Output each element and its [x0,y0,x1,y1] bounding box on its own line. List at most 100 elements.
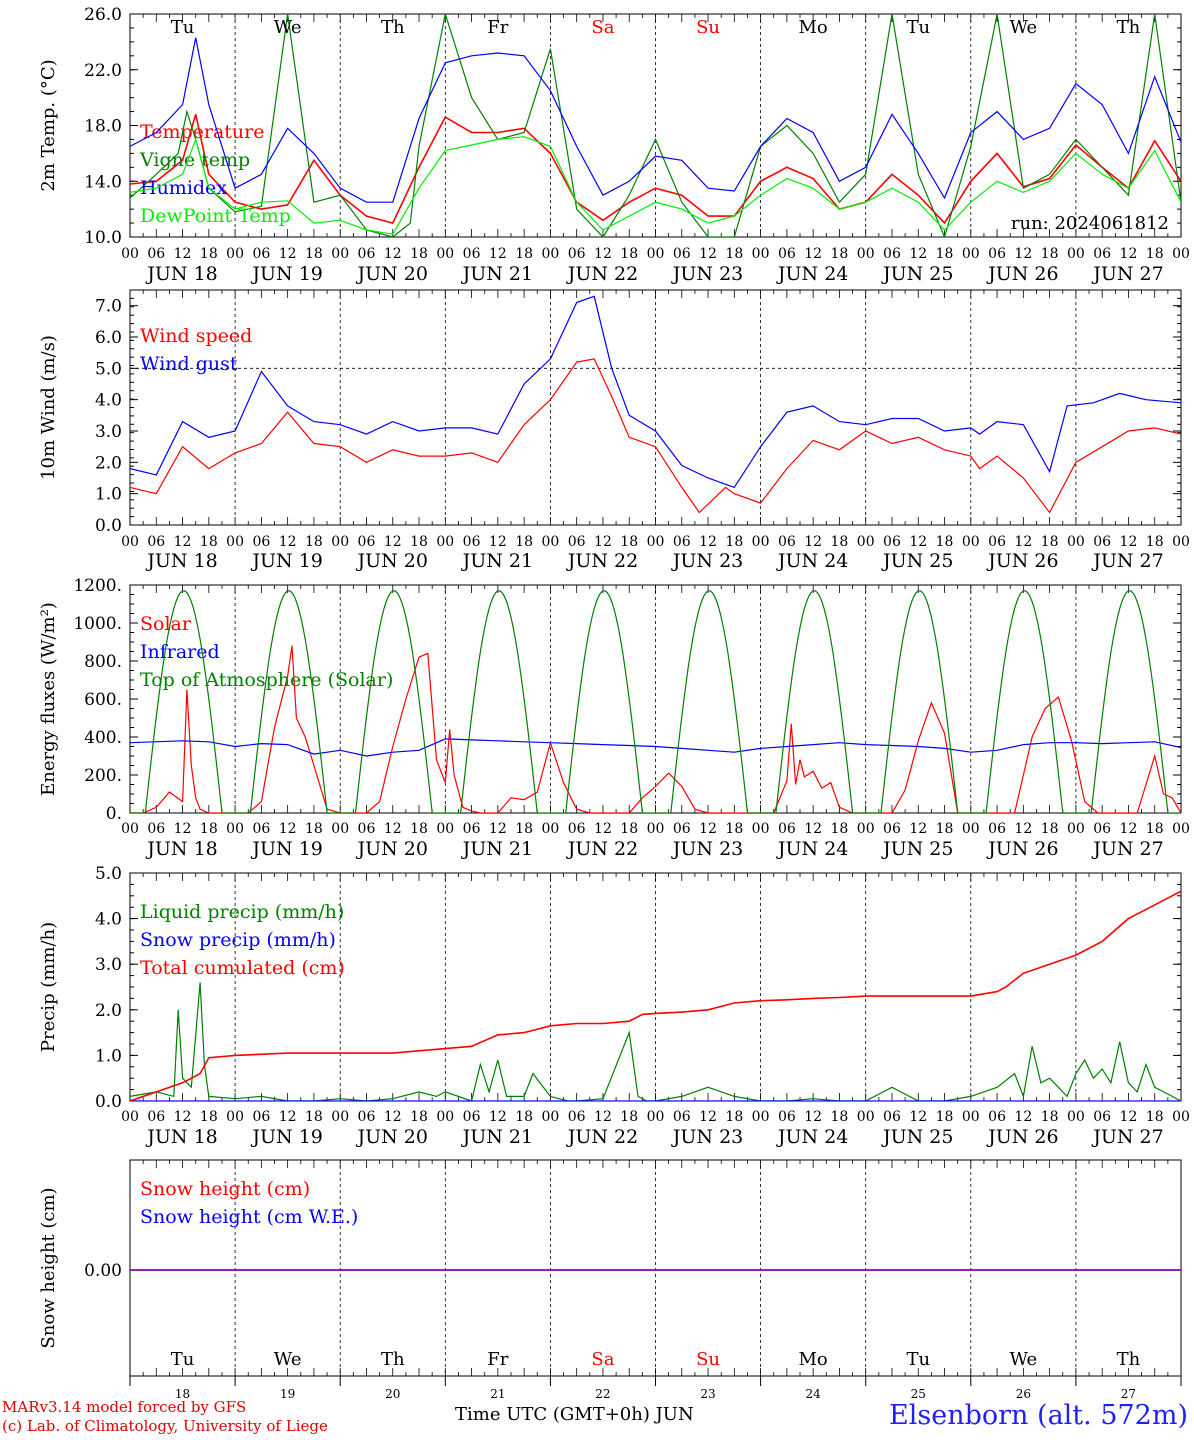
hour-tick-label: 12 [489,246,507,262]
date-label: JUN 21 [461,838,533,860]
footer-credits: MARv3.14 model forced by GFS (c) Lab. of… [2,1398,328,1436]
hour-tick-label: 06 [358,246,376,262]
y-tick-label: 26.0 [84,5,122,25]
hour-tick-label: 00 [962,246,980,262]
hour-tick-label: 06 [673,1109,691,1125]
weekday-label-bottom: We [1010,1349,1038,1370]
hour-tick-label: 18 [1146,821,1164,837]
legend-entry: Wind speed [140,325,252,347]
hour-tick-label: 12 [1014,534,1032,550]
y-tick-label: 3.0 [95,422,122,442]
date-label: JUN 18 [145,263,217,285]
hour-tick-label: 18 [725,821,743,837]
hour-tick-label: 06 [883,821,901,837]
hour-tick-label: 00 [1172,1109,1190,1125]
legend-entry: Vigne temp [139,149,250,171]
date-label: JUN 22 [566,1126,638,1148]
y-tick-label: 14.0 [84,172,122,192]
date-label: JUN 19 [250,1126,322,1148]
station-name: Elsenborn (alt. 572m) [889,1400,1188,1431]
hour-tick-label: 18 [200,534,218,550]
hour-tick-label: 00 [541,246,559,262]
day-number-label: 18 [175,1387,190,1401]
hour-tick-label: 18 [305,246,323,262]
hour-tick-label: 12 [384,534,402,550]
hour-tick-label: 00 [226,246,244,262]
hour-tick-label: 06 [673,246,691,262]
series-line-liquid-precip-mm-h- [130,982,1181,1101]
date-label: JUN 19 [250,838,322,860]
y-tick-label: 5.0 [95,864,122,884]
date-label: JUN 23 [671,550,743,572]
hour-tick-label: 06 [988,821,1006,837]
hour-tick-label: 06 [778,1109,796,1125]
date-label: JUN 24 [776,263,848,285]
series-line-temperature [130,114,1181,225]
hour-tick-label: 12 [699,1109,717,1125]
y-tick-label: 800. [84,652,122,672]
hour-tick-label: 00 [1067,1109,1085,1125]
time-axis-label: Time UTC (GMT+0h) JUN [455,1404,694,1425]
hour-tick-label: 06 [988,246,1006,262]
hour-tick-label: 18 [620,1109,638,1125]
legend-entry: Snow precip (mm/h) [140,929,336,951]
date-label: JUN 21 [461,550,533,572]
date-label: JUN 23 [671,1126,743,1148]
hour-tick-label: 12 [909,1109,927,1125]
hour-tick-label: 06 [252,534,270,550]
hour-tick-label: 06 [147,1109,165,1125]
panel-3: 0. 200. 400. 600. 800. 1000. 1200. Energy fluxe… [38,576,1190,860]
y-tick-label: 2.0 [95,1001,122,1021]
hour-tick-label: 12 [174,534,192,550]
hour-tick-label: 00 [1067,534,1085,550]
date-label: JUN 20 [356,838,428,860]
series-line-humidex [130,37,1181,203]
legend-entry: Temperature [140,121,264,143]
date-label: JUN 26 [986,550,1058,572]
hour-tick-label: 06 [252,821,270,837]
date-label: JUN 27 [1091,838,1163,860]
weekday-label-top: Su [696,17,720,38]
y-axis-label: 2m Temp. (°C) [38,59,59,191]
legend-entry: Top of Atmosphere (Solar) [140,669,393,691]
y-tick-label: 4.0 [95,391,122,411]
hour-tick-label: 12 [804,1109,822,1125]
hour-tick-label: 18 [620,246,638,262]
date-label: JUN 21 [461,1126,533,1148]
hour-tick-label: 06 [1093,534,1111,550]
y-tick-label: 600. [84,690,122,710]
hour-tick-label: 18 [831,534,849,550]
hour-tick-label: 06 [778,821,796,837]
hour-tick-label: 12 [384,821,402,837]
legend-entry: Solar [140,613,192,635]
hour-tick-label: 18 [410,1109,428,1125]
weekday-label-bottom: We [274,1349,302,1370]
hour-tick-label: 18 [410,246,428,262]
hour-tick-label: 00 [121,246,139,262]
hour-tick-label: 18 [936,534,954,550]
hour-tick-label: 00 [121,1109,139,1125]
hour-tick-label: 12 [489,534,507,550]
hour-tick-label: 00 [436,1109,454,1125]
hour-tick-label: 00 [331,1109,349,1125]
hour-tick-label: 06 [673,821,691,837]
hour-tick-label: 06 [1093,246,1111,262]
hour-tick-label: 18 [305,1109,323,1125]
hour-tick-label: 06 [147,821,165,837]
hour-tick-label: 00 [121,821,139,837]
series-line-solar [130,645,1181,813]
weekday-label-bottom: Tu [906,1349,930,1370]
hour-tick-label: 06 [568,246,586,262]
hour-tick-label: 18 [831,821,849,837]
hour-tick-label: 18 [305,821,323,837]
y-tick-label: 7.0 [95,297,122,317]
hour-tick-label: 12 [174,246,192,262]
day-number-label: 21 [490,1387,505,1401]
hour-tick-label: 06 [1093,1109,1111,1125]
hour-tick-label: 00 [331,821,349,837]
date-label: JUN 23 [671,838,743,860]
legend-entry: Wind gust [140,353,238,375]
hour-tick-label: 00 [962,1109,980,1125]
date-label: JUN 24 [776,1126,848,1148]
date-label: JUN 21 [461,263,533,285]
